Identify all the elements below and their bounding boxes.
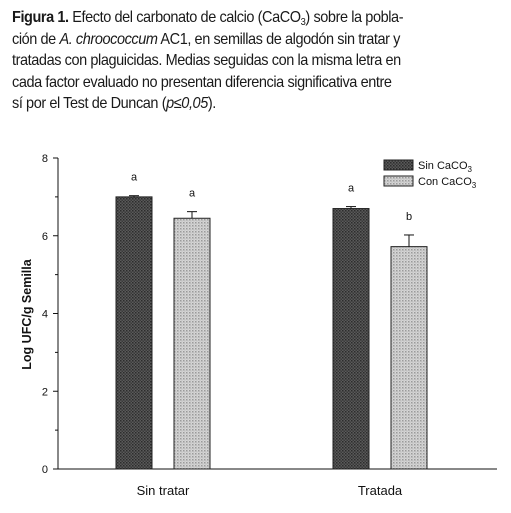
significance-letter: b [406,211,412,223]
legend-label: Sin CaCO3 [418,160,473,174]
y-axis-title: Log UFC/g Semilla [20,258,34,369]
y-tick-label: 6 [42,231,48,243]
caption-pvalue: 0,05 [181,95,208,112]
bar-sin-caco3 [332,208,370,470]
caption-text-1: Efecto del carbonato de calcio (CaCO [68,9,301,26]
caption-leq: ≤ [173,95,182,112]
legend-label: Con CaCO3 [418,176,477,190]
plot-area: 0 2 4 6 8 Log UFC/g Semilla a a a b Sin tratar Trat… [20,153,497,498]
bar-sin-caco3 [115,196,153,470]
caption-species: A. chroococcum [59,30,158,48]
caption-subscript: 3 [300,17,306,28]
significance-letter: a [348,183,355,195]
caption-stat: p [166,95,174,112]
caption-text-3: ción de [12,30,60,48]
legend-swatch [383,175,414,187]
caption-text-4: AC1, en semillas de algodón sin tratar y [157,30,400,48]
x-category-label: Sin tratar [137,483,190,498]
legend-swatch [383,159,414,171]
y-tick-label: 0 [42,464,48,476]
y-tick-label: 8 [42,153,48,165]
caption-text-9: ). [207,95,216,112]
figure-caption: Figura 1. Efecto del carbonato de calcio… [12,7,502,115]
y-tick-label: 4 [42,309,48,321]
figure-label: Figura 1. [12,9,69,26]
x-category-label: Tratada [358,483,403,498]
y-tick-label: 2 [42,386,48,398]
significance-letter: a [131,172,138,184]
bar-con-caco3 [390,246,428,470]
caption-text-6: cada factor evaluado no presentan difere… [12,73,392,91]
bar-con-caco3 [173,217,211,470]
caption-text-5: tratadas con plaguicidas. Medias seguida… [12,52,401,69]
caption-text-7: sí por el Test de Duncan ( [12,95,167,112]
significance-letter: a [189,188,196,200]
caption-text-2: ) sobre la pobla- [305,9,404,26]
